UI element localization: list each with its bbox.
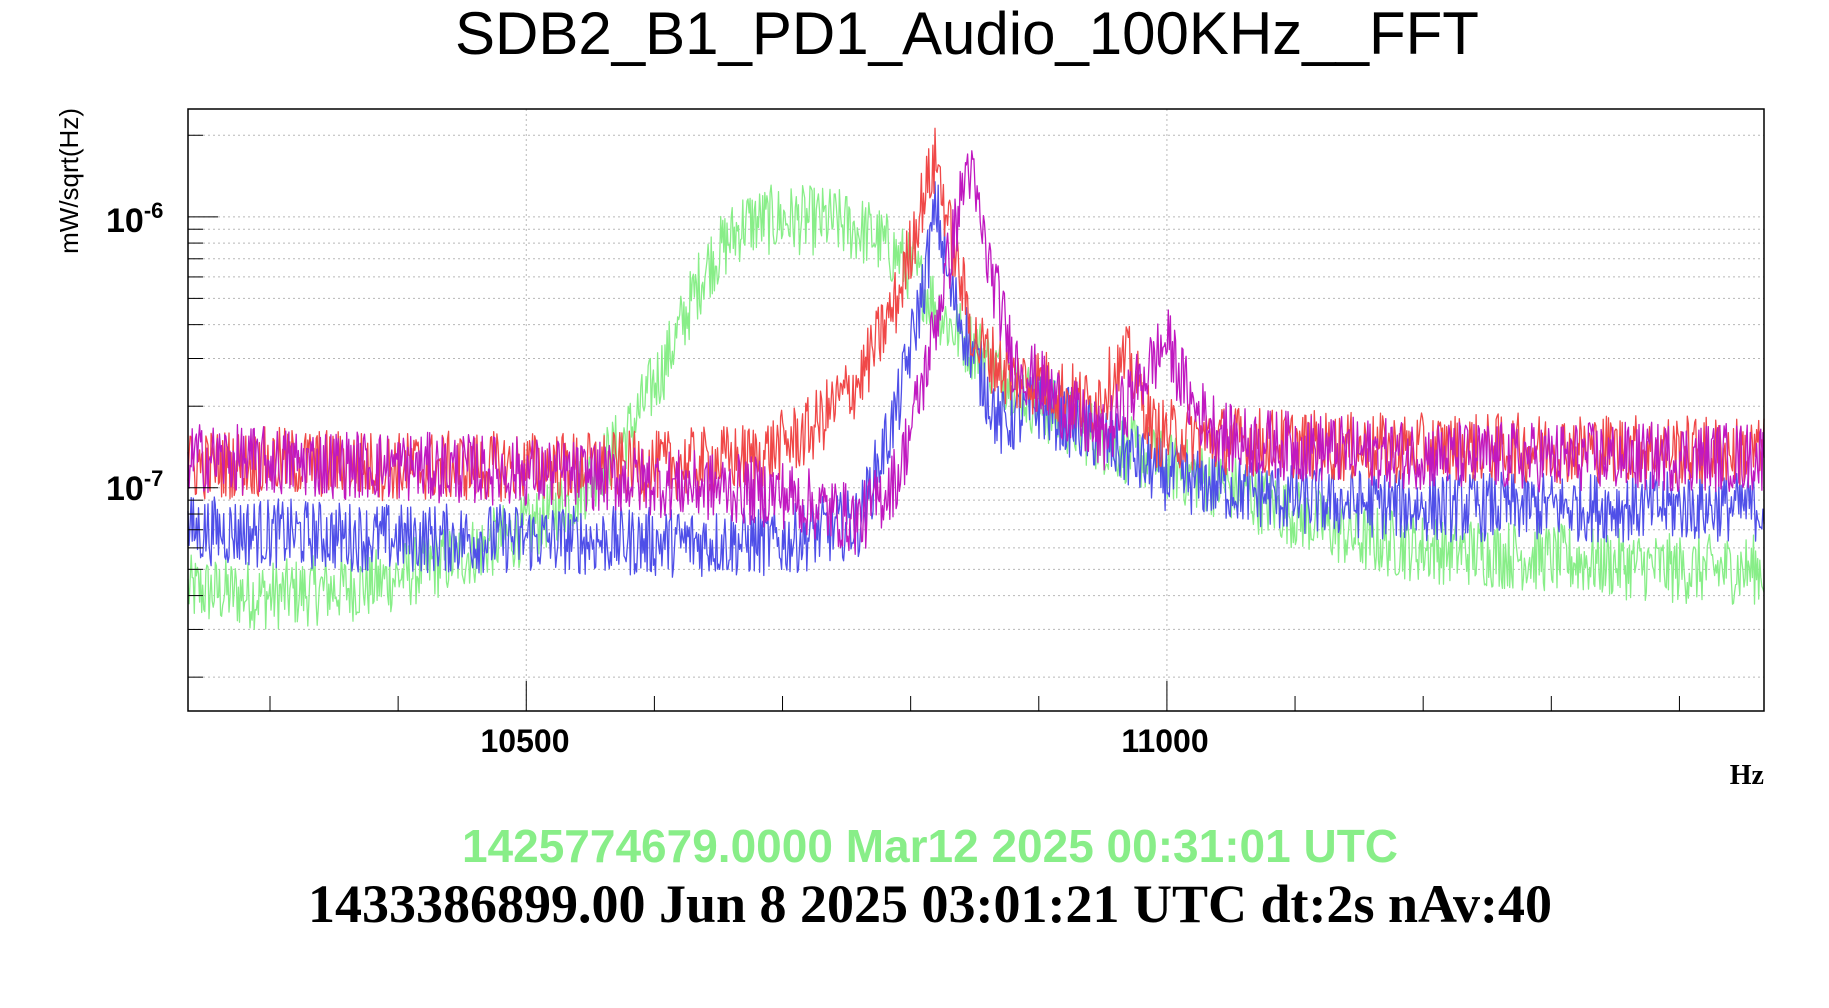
series-2-line: [187, 181, 1765, 578]
x-tick-label-10500: 10500: [481, 723, 570, 759]
series-group: [187, 127, 1765, 630]
series-3-line: [187, 127, 1765, 503]
x-tick-label-11000: 11000: [1121, 723, 1208, 759]
current-timestamp: 1433386899.00 Jun 8 2025 03:01:21 UTC dt…: [308, 874, 1552, 934]
axis-ticks: [188, 134, 1680, 711]
reference-timestamp: 1425774679.0000 Mar12 2025 00:31:01 UTC: [462, 820, 1398, 872]
chart-title: SDB2_B1_PD1_Audio_100KHz__FFT: [455, 0, 1479, 67]
grid: [188, 109, 1764, 711]
y-axis-label: mW/sqrt(Hz): [54, 108, 84, 254]
y-tick-label-1e-7: 10-7: [106, 466, 163, 508]
series-4-line: [187, 150, 1765, 555]
y-tick-label-1e-6: 10-6: [106, 198, 163, 240]
plot-frame: [187, 108, 1765, 712]
x-axis-label: Hz: [1730, 760, 1764, 791]
